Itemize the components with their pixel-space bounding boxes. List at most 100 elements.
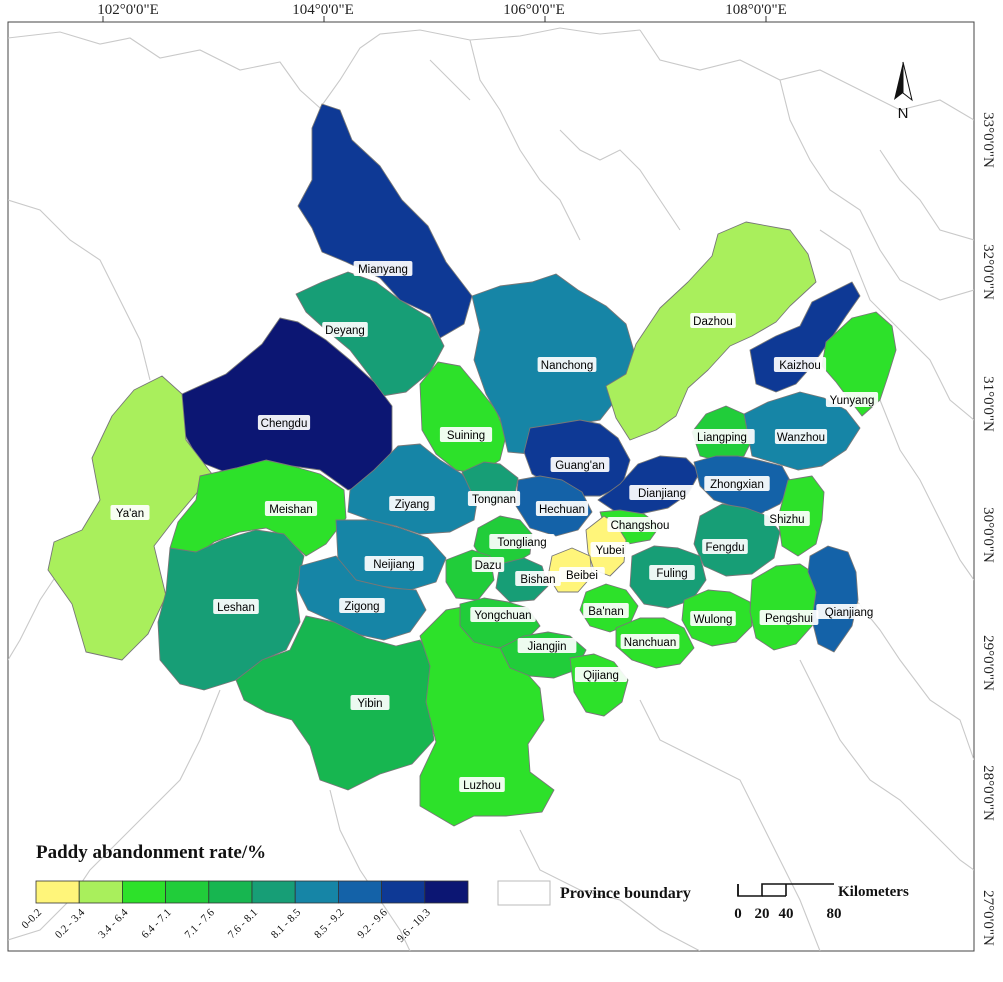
region-label-jiangjin: Jiangjin <box>528 641 567 653</box>
region-label-changshou: Changshou <box>611 520 670 532</box>
region-label-bishan: Bishan <box>520 574 555 586</box>
region-label-pengshui: Pengshui <box>765 613 813 625</box>
lat-label-32: 32°0'0"N <box>980 244 996 300</box>
region-label-tongliang: Tongliang <box>497 537 546 549</box>
region-label-dazhou: Dazhou <box>693 316 733 328</box>
scale-unit: Kilometers <box>838 884 909 900</box>
region-label-bg-ba-nan <box>583 603 629 618</box>
lon-label-106: 106°0'0"E <box>503 2 565 18</box>
region-label-meishan: Meishan <box>269 504 312 516</box>
region-label-kaizhou: Kaizhou <box>779 360 821 372</box>
region-label-bg-tongliang <box>489 534 555 549</box>
region-label-ziyang: Ziyang <box>395 499 430 511</box>
region-mianyang <box>297 103 473 339</box>
region-label-bg-zigong <box>339 598 385 613</box>
region-label-yubei: Yubei <box>596 545 625 557</box>
region-label-yunyang: Yunyang <box>830 395 875 407</box>
region-label-bg-bishan <box>515 571 561 586</box>
region-label-bg-yubei <box>590 542 630 557</box>
region-label-bg-beibei <box>559 567 605 582</box>
region-label-dianjiang: Dianjiang <box>638 488 686 500</box>
region-label-bg-dazhou <box>690 313 736 328</box>
region-label-bg-leshan <box>213 599 259 614</box>
region-label-bg-changshou <box>607 517 673 532</box>
legend-swatch-1 <box>78 880 123 904</box>
region-label-beibei: Beibei <box>566 570 598 582</box>
region-yunyang <box>821 311 897 417</box>
region-label-bg-ziyang <box>389 496 435 511</box>
legend-swatch-5 <box>251 880 296 904</box>
region-label-fuling: Fuling <box>656 568 687 580</box>
region-suining <box>419 361 507 475</box>
north-arrow-icon: N <box>894 61 913 122</box>
region-label-hechuan: Hechuan <box>539 504 585 516</box>
north-label: N <box>898 105 909 122</box>
region-label-bg-qianjiang <box>816 604 882 619</box>
region-label-bg-deyang <box>322 322 368 337</box>
region-labels: Mianyang Deyang Chengdu Ya'an Meishan Leshan Z… <box>110 261 882 792</box>
region-label-bg-ya-an <box>110 505 150 520</box>
province-boundaries <box>8 27 974 951</box>
region-label-bg-jiangjin <box>517 638 577 653</box>
region-label-bg-wulong <box>690 611 736 626</box>
lat-label-31: 31°0'0"N <box>980 376 996 432</box>
region-label-bg-hechuan <box>535 501 589 516</box>
region-label-bg-yunyang <box>825 392 879 407</box>
region-label-bg-nanchuan <box>620 634 680 649</box>
lat-label-28: 28°0'0"N <box>980 765 996 821</box>
region-label-bg-yibin <box>350 695 390 710</box>
region-label-bg-zhongxian <box>704 476 770 491</box>
region-pengshui <box>749 563 823 651</box>
region-label-bg-wanzhou <box>774 429 828 444</box>
region-label-leshan: Leshan <box>217 602 255 614</box>
region-label-liangping: Liangping <box>697 432 747 444</box>
region-label-dazu: Dazu <box>475 560 502 572</box>
province-boundary-label: Province boundary <box>560 885 691 902</box>
region-label-bg-shizhu <box>764 511 810 526</box>
scale-bar: 0 20 40 80 Kilometers <box>734 883 909 922</box>
region-label-ba-nan: Ba'nan <box>588 606 623 618</box>
region-label-wulong: Wulong <box>694 614 733 626</box>
lat-label-27: 27°0'0"N <box>980 890 996 946</box>
legend-swatch-2 <box>122 880 167 904</box>
region-label-bg-meishan <box>264 501 318 516</box>
region-label-nanchong: Nanchong <box>541 360 593 372</box>
region-label-bg-fengdu <box>702 539 748 554</box>
legend-swatch-4 <box>208 880 253 904</box>
region-label-mianyang: Mianyang <box>358 264 408 276</box>
region-label-bg-chengdu <box>257 415 311 430</box>
region-label-bg-luzhou <box>459 777 505 792</box>
region-label-bg-guang-an <box>550 457 610 472</box>
region-label-bg-qijiang <box>574 667 628 682</box>
lon-label-108: 108°0'0"E <box>725 2 787 18</box>
region-label-shizhu: Shizhu <box>769 514 804 526</box>
region-label-bg-nanchong <box>537 357 597 372</box>
region-label-bg-neijiang <box>364 556 424 571</box>
region-dazhou <box>605 221 817 441</box>
region-label-ya-an: Ya'an <box>116 508 144 520</box>
region-label-neijiang: Neijiang <box>373 559 415 571</box>
region-label-bg-mianyang <box>353 261 413 276</box>
region-label-bg-dianjiang <box>629 485 695 500</box>
region-label-wanzhou: Wanzhou <box>777 432 825 444</box>
lat-label-30: 30°0'0"N <box>980 507 996 563</box>
scale-tick-20: 20 <box>755 906 770 922</box>
region-label-guang-an: Guang'an <box>555 460 605 472</box>
region-label-yibin: Yibin <box>357 698 382 710</box>
region-label-bg-kaizhou <box>773 357 827 372</box>
region-label-luzhou: Luzhou <box>463 780 501 792</box>
lat-label-33: 33°0'0"N <box>980 112 996 168</box>
region-label-tongnan: Tongnan <box>472 494 516 506</box>
region-label-bg-fuling <box>649 565 695 580</box>
lon-label-102: 102°0'0"E <box>97 2 159 18</box>
legend-swatches <box>35 880 469 904</box>
region-label-qijiang: Qijiang <box>583 670 619 682</box>
region-label-qianjiang: Qianjiang <box>825 607 874 619</box>
scale-tick-80: 80 <box>827 906 842 922</box>
legend-swatch-3 <box>165 880 210 904</box>
region-label-nanchuan: Nanchuan <box>624 637 676 649</box>
region-label-bg-dazu <box>471 557 505 572</box>
legend-swatch-8 <box>381 880 426 904</box>
region-label-deyang: Deyang <box>325 325 365 337</box>
